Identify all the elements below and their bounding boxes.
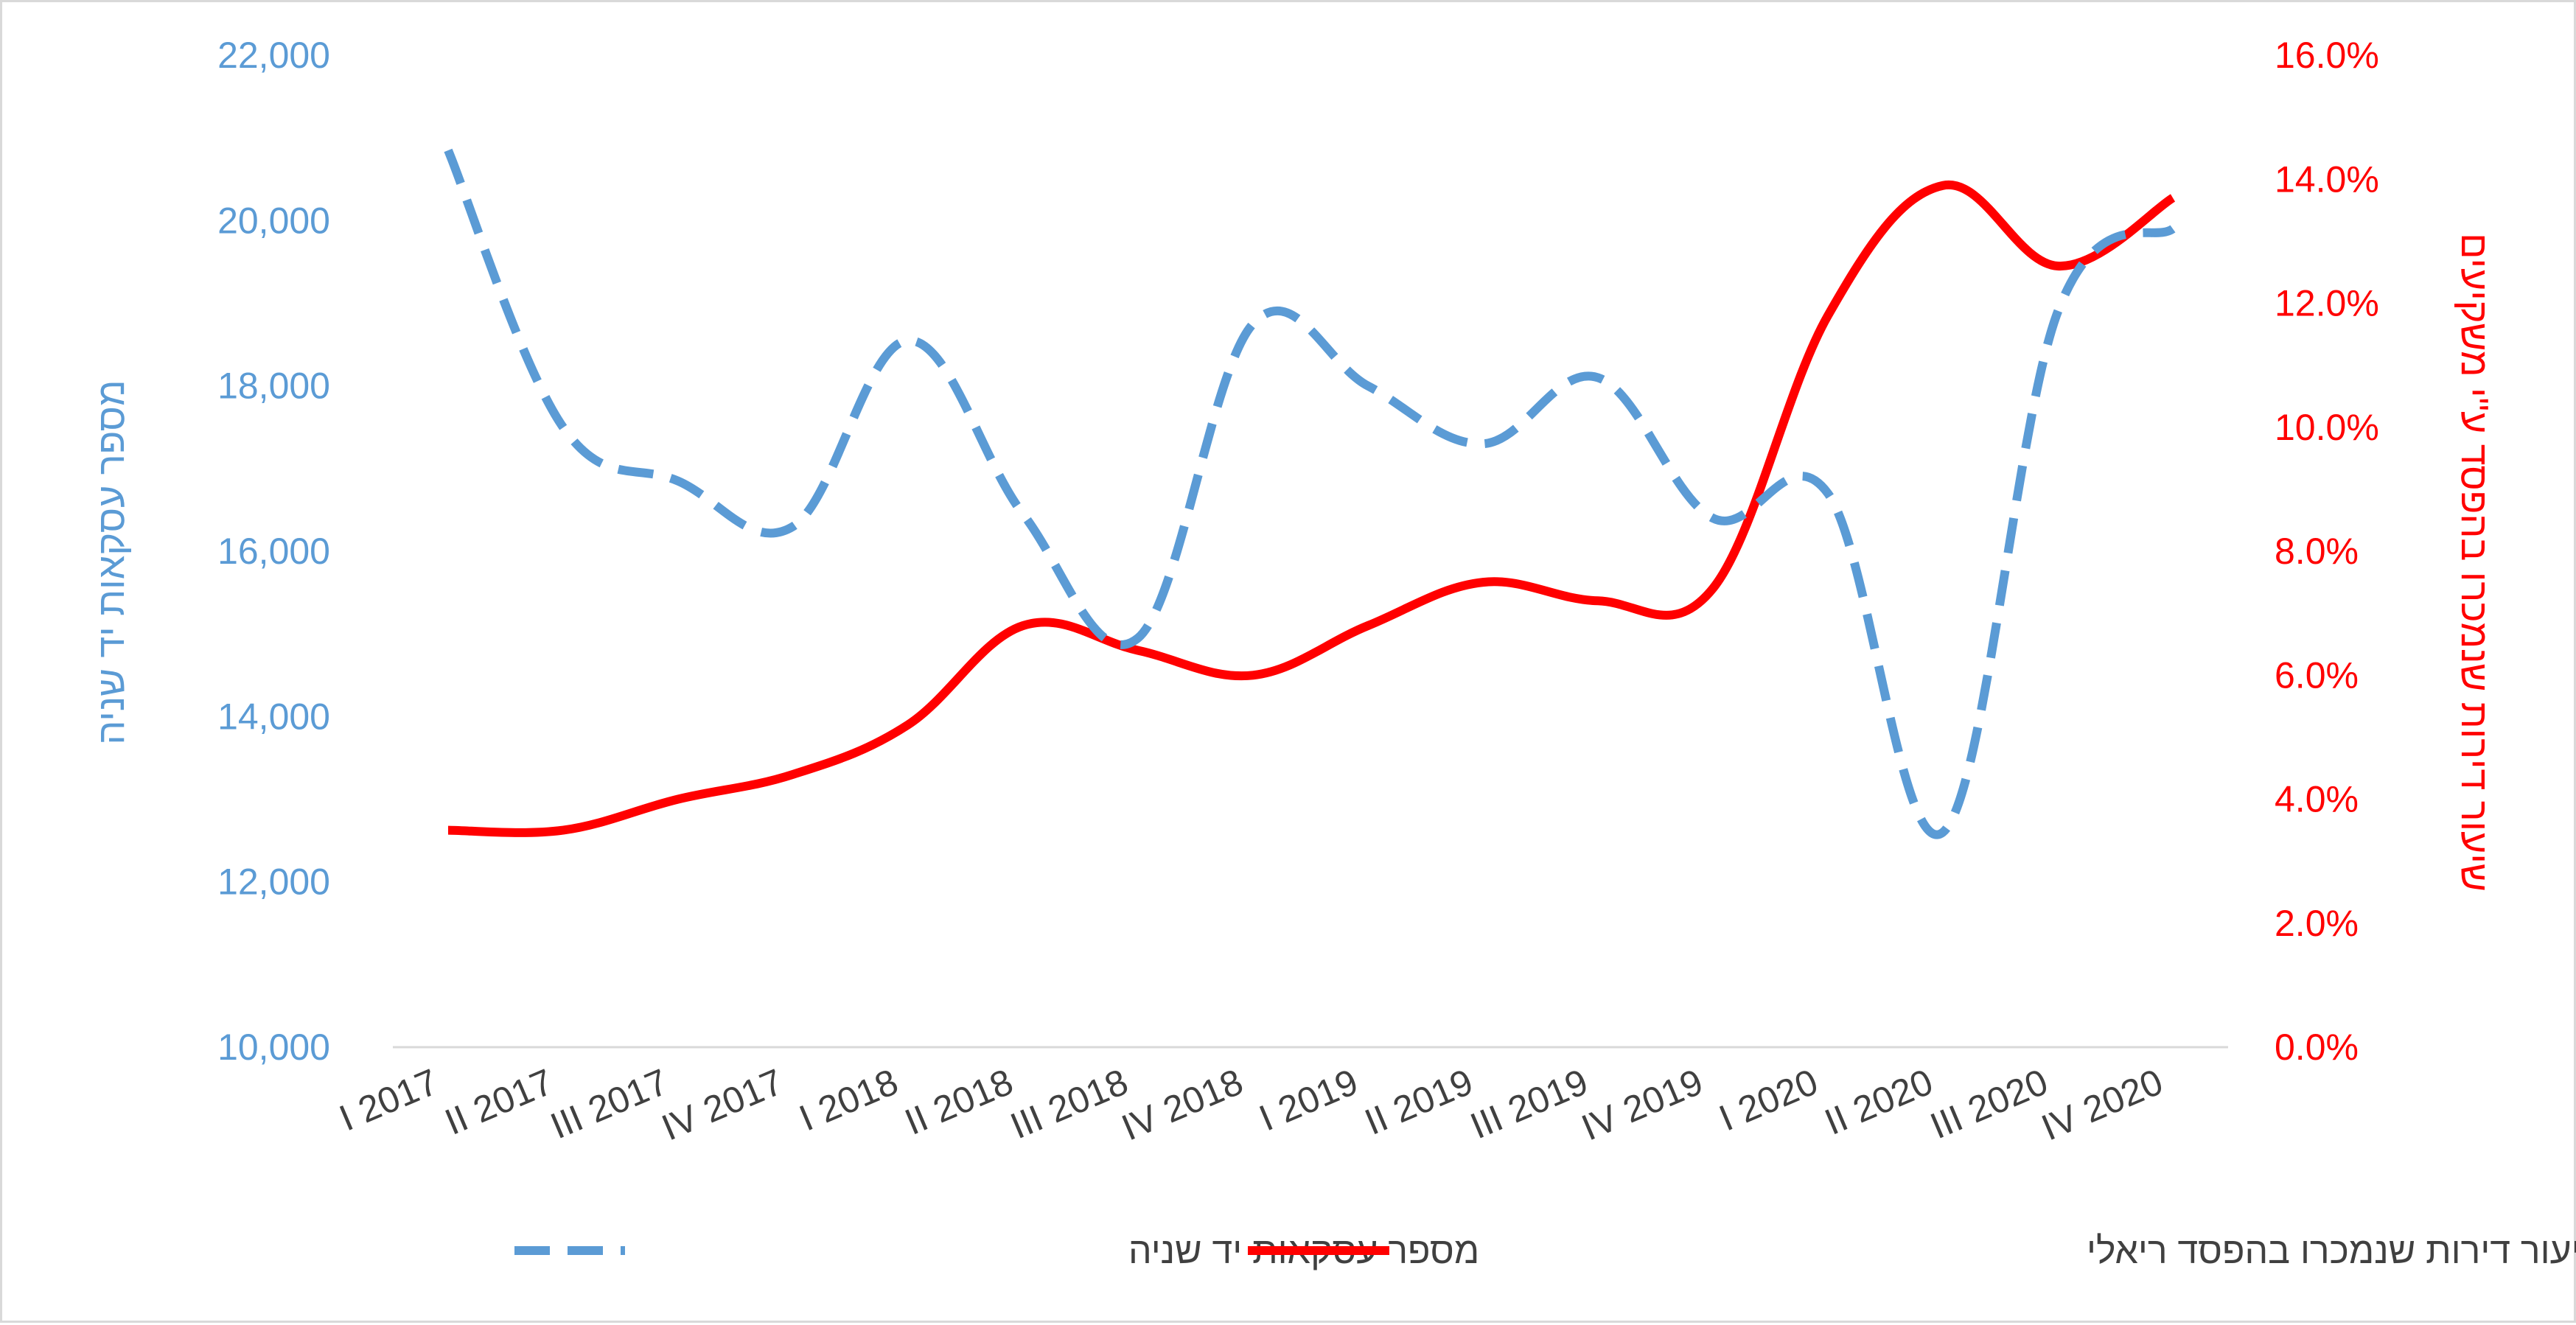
left-axis-title: מספר עסקאות יד שניה bbox=[90, 380, 133, 744]
category-tick-label: IV 2018 bbox=[1116, 1061, 1249, 1149]
left-tick-label: 10,000 bbox=[217, 1027, 330, 1068]
category-tick-label: IV 2019 bbox=[1576, 1061, 1709, 1149]
category-tick-label: II 2019 bbox=[1359, 1061, 1479, 1143]
left-tick-label: 14,000 bbox=[217, 696, 330, 737]
category-tick-label: I 2019 bbox=[1253, 1061, 1364, 1139]
legend-label-loss-rate: שיעור דירות שנמכרו בהפסד ריאלי bbox=[2087, 1230, 2576, 1271]
category-tick-label: III 2017 bbox=[545, 1061, 674, 1147]
right-tick-label: 16.0% bbox=[2275, 35, 2379, 76]
right-tick-labels: 0.0% 2.0% 4.0% 6.0% 8.0% 10.0% 12.0% 14.0% 16.0% bbox=[2275, 35, 2379, 1068]
left-tick-label: 18,000 bbox=[217, 366, 330, 407]
category-tick-label: III 2018 bbox=[1005, 1061, 1134, 1147]
left-tick-label: 22,000 bbox=[217, 35, 330, 76]
right-tick-label: 0.0% bbox=[2275, 1027, 2359, 1068]
right-tick-label: 12.0% bbox=[2275, 283, 2379, 324]
category-tick-label: I 2017 bbox=[333, 1061, 444, 1139]
category-tick-label: IV 2020 bbox=[2036, 1061, 2169, 1149]
series-line-loss-rate bbox=[447, 180, 2176, 837]
category-tick-label: I 2020 bbox=[1713, 1061, 1823, 1139]
category-tick-label: III 2020 bbox=[1924, 1061, 2053, 1147]
left-tick-label: 20,000 bbox=[217, 200, 330, 241]
left-tick-label: 12,000 bbox=[217, 861, 330, 903]
right-tick-label: 2.0% bbox=[2275, 903, 2359, 944]
right-tick-label: 4.0% bbox=[2275, 779, 2359, 820]
right-tick-label: 10.0% bbox=[2275, 407, 2379, 448]
right-tick-label: 8.0% bbox=[2275, 531, 2359, 572]
left-tick-label: 16,000 bbox=[217, 531, 330, 572]
category-tick-label: III 2019 bbox=[1465, 1061, 1594, 1147]
left-tick-labels: 10,000 12,000 14,000 16,000 18,000 20,000 22,0… bbox=[217, 35, 330, 1068]
right-tick-label: 14.0% bbox=[2275, 158, 2379, 200]
series-layer bbox=[444, 148, 2176, 839]
legend: מספר עסקאות יד שניה שיעור דירות שנמכרו ב… bbox=[514, 1230, 2576, 1271]
category-tick-label: II 2020 bbox=[1819, 1061, 1939, 1143]
right-tick-label: 6.0% bbox=[2275, 654, 2359, 696]
category-tick-label: I 2018 bbox=[793, 1061, 904, 1139]
category-tick-label: IV 2017 bbox=[656, 1061, 789, 1149]
category-tick-label: II 2018 bbox=[899, 1061, 1019, 1143]
right-axis-title: שיעור דירות שנמכרו בהפסד ע"י משקיעים bbox=[2453, 233, 2496, 892]
category-tick-label: II 2017 bbox=[439, 1061, 559, 1143]
series-line-secondhand-deals bbox=[444, 148, 2176, 839]
